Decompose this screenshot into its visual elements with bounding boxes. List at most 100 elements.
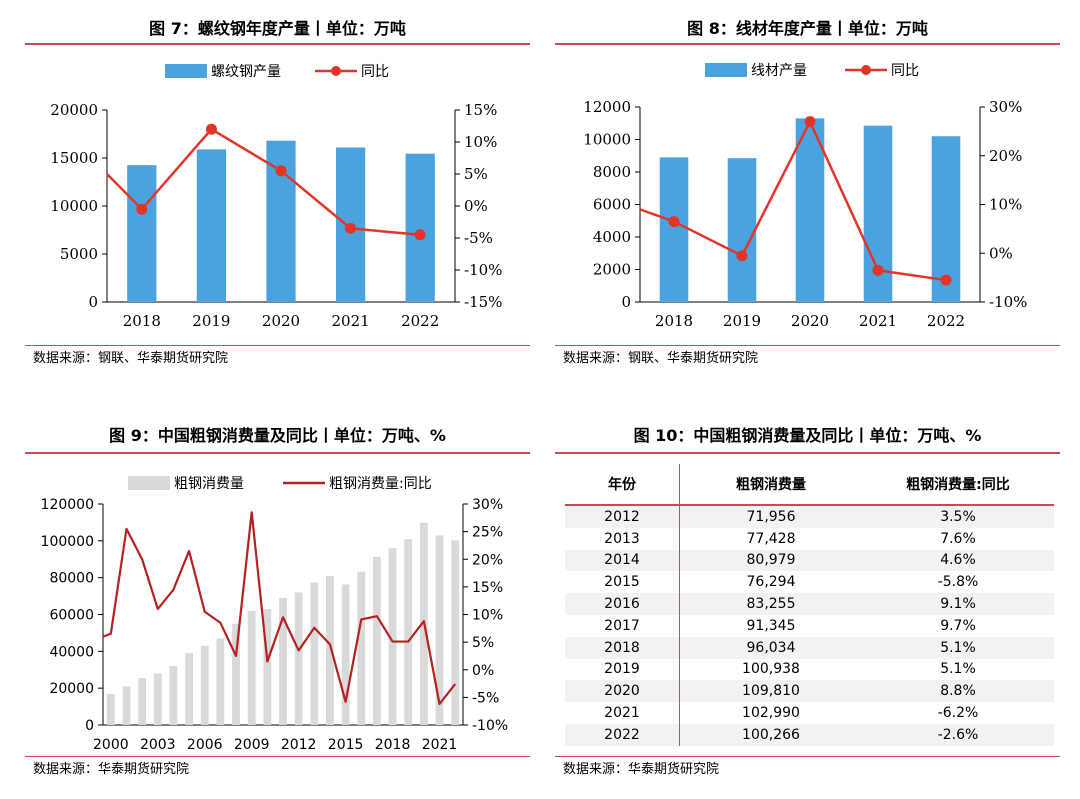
x-tick-label: 2012 (281, 737, 317, 753)
table-cell-year: 2016 (565, 593, 680, 615)
line-point (136, 203, 148, 215)
x-tick-label: 2018 (655, 312, 693, 330)
table-cell-year: 2021 (565, 702, 680, 724)
table-row: 2014 80,979 4.6% (565, 549, 1054, 572)
right-tick-label: 25% (472, 525, 503, 541)
legend-bar-label: 粗钢消费量 (174, 476, 244, 492)
figure-8-top-rule (555, 43, 1060, 45)
table-header-year: 年份 (565, 464, 680, 506)
bar (196, 149, 227, 302)
table-cell-consumption: 76,294 (746, 574, 796, 591)
bar (294, 592, 303, 725)
bar (373, 556, 381, 725)
table-cell-consumption: 96,034 (679, 636, 862, 659)
bar (435, 535, 444, 725)
figure-7-title: 图 7：螺纹钢年度产量丨单位：万吨 (149, 19, 406, 38)
table-cell-yoy: 3.5% (862, 505, 1054, 528)
table-cell-year: 2013 (565, 527, 680, 550)
right-tick-label: -5% (472, 690, 499, 706)
right-tick-label: 30% (989, 98, 1022, 116)
bar (138, 678, 147, 725)
x-tick-label: 2021 (422, 737, 458, 753)
left-tick-label: 0 (621, 293, 631, 311)
x-tick-label: 2006 (187, 737, 223, 753)
bar (263, 608, 272, 725)
right-tick-label: 10% (989, 196, 1022, 214)
x-tick-label: 2022 (401, 312, 439, 330)
bar (232, 623, 240, 725)
right-tick-label: 30% (472, 497, 503, 513)
series-line (106, 127, 421, 237)
table-cell-consumption: 100,938 (742, 661, 800, 678)
figure-7-top-rule (25, 43, 530, 45)
right-tick-label: 20% (989, 147, 1022, 165)
table-row: 2013 77,428 7.6% (565, 527, 1054, 550)
legend-line-marker (331, 66, 341, 76)
bar (216, 638, 225, 725)
left-tick-label: 100000 (41, 534, 94, 550)
x-tick-label: 2009 (234, 737, 270, 753)
table-cell-yoy: -2.6% (862, 723, 1054, 746)
left-tick-label: 2000 (593, 261, 631, 279)
left-tick-label: 15000 (50, 149, 98, 167)
bar (357, 571, 366, 725)
x-tick-label: 2021 (859, 312, 897, 330)
series-line (639, 120, 947, 282)
left-tick-label: 5000 (60, 245, 98, 263)
figure-7-source: 数据来源：钢联、华泰期货研究院 (33, 351, 229, 366)
legend-bar-swatch (705, 63, 747, 77)
table-cell-consumption: 83,255 (679, 593, 862, 615)
bar (931, 136, 961, 302)
bar (310, 582, 319, 725)
right-tick-label: 0% (464, 197, 488, 215)
right-tick-label: -10% (464, 261, 502, 279)
figure-9-panel: 图 9：中国粗钢消费量及同比丨单位：万吨、% 粗钢消费量 粗钢消费量:同比 1200… (25, 422, 530, 792)
legend-bar-swatch (128, 476, 170, 490)
legend-bar-label: 螺纹钢产量 (211, 64, 281, 80)
figure-7-bottom-rule (25, 345, 530, 346)
table-row: 2019 100,938 5.1% (565, 658, 1054, 681)
figure-8-panel: 图 8：线材年度产量丨单位：万吨 线材产量 同比 12000 10000 8000 600… (555, 15, 1060, 375)
right-tick-label: 20% (472, 552, 503, 568)
left-tick-label: 8000 (593, 163, 631, 181)
x-tick-label: 2021 (332, 312, 370, 330)
left-tick-label: 120000 (41, 497, 94, 513)
figure-9-top-rule (25, 452, 530, 454)
x-tick-label: 2000 (93, 737, 129, 753)
table-cell-consumption: 77,428 (746, 530, 796, 547)
right-tick-label: 15% (464, 101, 497, 119)
table-cell-yoy: -5.8% (937, 574, 979, 591)
line-point (804, 116, 816, 128)
line-point (872, 264, 884, 276)
table-cell-yoy: 7.6% (940, 530, 976, 547)
figure-8-source: 数据来源：钢联、华泰期货研究院 (563, 351, 759, 366)
table-cell-consumption: 100,266 (679, 723, 862, 746)
table-row: 2021 102,990 -6.2% (565, 702, 1054, 724)
right-tick-label: -10% (989, 293, 1027, 311)
bar (388, 548, 397, 725)
bar (279, 597, 287, 725)
table-row: 2018 96,034 5.1% (565, 636, 1054, 659)
legend-line-label: 同比 (891, 63, 919, 79)
table-header-yoy: 粗钢消费量:同比 (862, 464, 1054, 506)
left-tick-label: 12000 (583, 98, 631, 116)
figure-10-title: 图 10：中国粗钢消费量及同比丨单位：万吨、% (633, 426, 982, 445)
legend-bar-label: 线材产量 (751, 63, 807, 79)
bar (326, 575, 334, 725)
left-tick-label: 10000 (50, 197, 98, 215)
table-cell-year: 2014 (565, 549, 680, 572)
bar (185, 653, 193, 725)
table-cell-consumption: 71,956 (679, 505, 862, 528)
figure-9-chart: 粗钢消费量 粗钢消费量:同比 120000 100000 80000 60000 40000… (41, 476, 508, 753)
left-tick-label: 10000 (583, 131, 631, 149)
x-tick-label: 2015 (328, 737, 364, 753)
right-tick-label: 10% (464, 133, 497, 151)
x-tick-label: 2018 (123, 312, 161, 330)
figure-7-chart: 螺纹钢产量 同比 20000 15000 10000 5000 0 15% 10% 5% 0% -5%… (50, 64, 502, 330)
left-tick-label: 60000 (49, 608, 94, 624)
table-cell-consumption: 109,810 (679, 680, 862, 703)
figure-10-table: 年份 粗钢消费量 粗钢消费量:同比 2012 71,956 3.5% 2013 77,4… (565, 464, 1054, 746)
table-cell-yoy: 9.7% (940, 617, 976, 634)
line-point (736, 250, 748, 262)
bar (341, 584, 350, 725)
